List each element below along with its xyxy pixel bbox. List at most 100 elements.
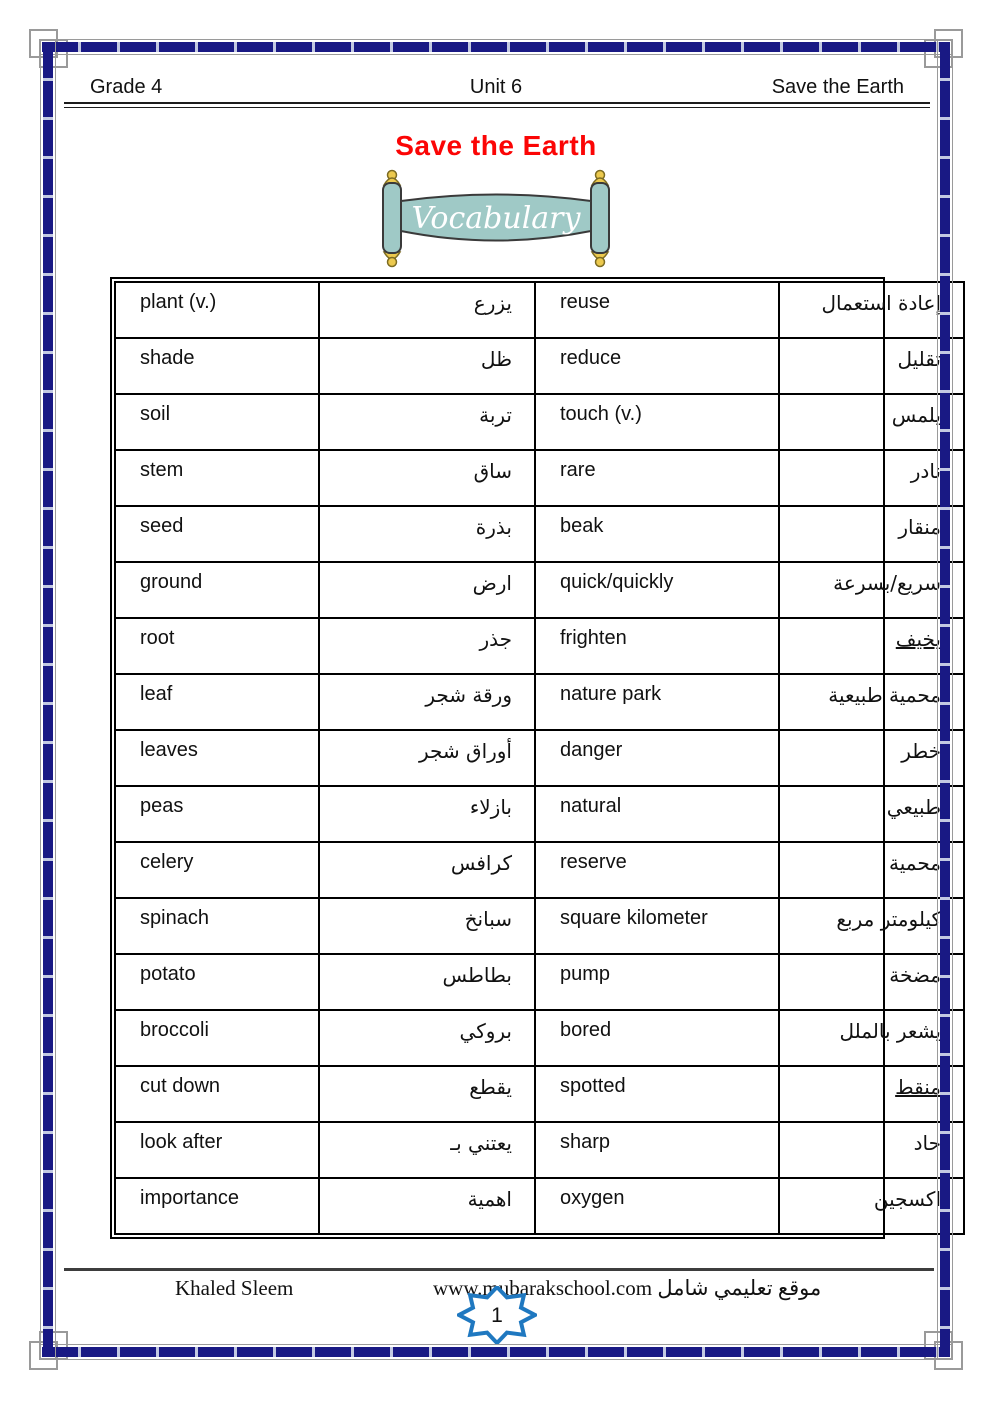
vocab-english-cell: celery (114, 841, 320, 899)
vocab-english-cell: broccoli (114, 1009, 320, 1067)
vocab-arabic-cell: منقط (778, 1065, 965, 1123)
vocab-arabic-cell: بذرة (318, 505, 536, 563)
vocab-row: plant (v.) يزرع reuse إعادة استعمال (114, 281, 965, 339)
vocab-english-cell: frighten (534, 617, 780, 675)
vocab-arabic-cell: طبيعي (778, 785, 965, 843)
page-number: 1 (491, 1304, 503, 1327)
header-unit: Unit 6 (469, 76, 523, 98)
vocab-english-cell: soil (114, 393, 320, 451)
vocab-arabic-cell: كيلومتر مربع (778, 897, 965, 955)
vocab-english-cell: peas (114, 785, 320, 843)
vocab-arabic-cell: أوراق شجر (318, 729, 536, 787)
vocab-row: leaves أوراق شجر danger خطر (114, 729, 965, 787)
vocab-table: plant (v.) يزرع reuse إعادة استعمال shade ظل r… (114, 281, 965, 1235)
footer-divider (64, 1268, 934, 1271)
vocab-arabic-cell: منقار (778, 505, 965, 563)
vocab-english-cell: seed (114, 505, 320, 563)
vocab-row: broccoli بروكي bored يشعر بالملل (114, 1009, 965, 1067)
vocab-arabic-cell: كرافس (318, 841, 536, 899)
vocab-arabic-cell: ورقة شجر (318, 673, 536, 731)
vocab-english-cell: leaf (114, 673, 320, 731)
vocab-row: ground ارض quick/quickly سريع/بسرعة (114, 561, 965, 619)
vocab-english-cell: pump (534, 953, 780, 1011)
frame-border-bottom (39, 1344, 953, 1360)
vocab-arabic-cell: يقطع (318, 1065, 536, 1123)
vocab-row: peas بازلاء natural طبيعي (114, 785, 965, 843)
vocab-arabic-cell: يزرع (318, 281, 536, 339)
vocab-arabic-cell: حاد (778, 1121, 965, 1179)
vocab-english-cell: spotted (534, 1065, 780, 1123)
header-grade: Grade 4 (90, 76, 163, 98)
vocab-arabic-cell: يعتني بـ (318, 1121, 536, 1179)
scroll-banner-icon: Vocabulary (382, 169, 610, 268)
vocab-english-cell: leaves (114, 729, 320, 787)
vocab-arabic-cell: يشعر بالملل (778, 1009, 965, 1067)
vocab-arabic-cell: إعادة استعمال (778, 281, 965, 339)
vocab-row: potato بطاطس pump مضخة (114, 953, 965, 1011)
vocab-arabic-cell: نادر (778, 449, 965, 507)
header-topic: Save the Earth (771, 76, 904, 98)
vocab-row: leaf ورقة شجر nature park محمية طبيعية (114, 673, 965, 731)
vocab-arabic-cell: سريع/بسرعة (778, 561, 965, 619)
vocab-english-cell: rare (534, 449, 780, 507)
vocab-english-cell: square kilometer (534, 897, 780, 955)
vocab-arabic-cell: بازلاء (318, 785, 536, 843)
vocab-english-cell: sharp (534, 1121, 780, 1179)
frame-border-left (40, 39, 56, 1360)
vocab-english-cell: ground (114, 561, 320, 619)
vocab-arabic-cell: ارض (318, 561, 536, 619)
vocab-row: seed بذرة beak منقار (114, 505, 965, 563)
vocab-arabic-cell: تقليل (778, 337, 965, 395)
vocab-arabic-cell: ساق (318, 449, 536, 507)
vocab-english-cell: touch (v.) (534, 393, 780, 451)
page-title: Save the Earth (395, 130, 597, 161)
vocab-row: soil تربة touch (v.) يلمس (114, 393, 965, 451)
frame-corner-ornament (39, 39, 68, 68)
vocab-row: spinach سبانخ square kilometer كيلومتر مربع (114, 897, 965, 955)
vocab-arabic-cell: اهمية (318, 1177, 536, 1235)
vocab-english-cell: reserve (534, 841, 780, 899)
page-number-badge: 1 (454, 1284, 540, 1349)
vocab-arabic-cell: سبانخ (318, 897, 536, 955)
vocab-row: cut down يقطع spotted منقط (114, 1065, 965, 1123)
vocab-row: look after يعتني بـ sharp حاد (114, 1121, 965, 1179)
vocab-arabic-cell: محمية (778, 841, 965, 899)
frame-border-right (937, 39, 953, 1360)
frame-corner-ornament (924, 1331, 953, 1360)
vocab-row: stem ساق rare نادر (114, 449, 965, 507)
vocab-english-cell: shade (114, 337, 320, 395)
vocab-english-cell: reuse (534, 281, 780, 339)
vocab-english-cell: plant (v.) (114, 281, 320, 339)
vocabulary-banner: Vocabulary (361, 168, 631, 275)
vocab-english-cell: root (114, 617, 320, 675)
vocab-arabic-cell: اكسجين (778, 1177, 965, 1235)
vocab-english-cell: natural (534, 785, 780, 843)
vocab-english-cell: stem (114, 449, 320, 507)
footer-author: Khaled Sleem (175, 1276, 294, 1300)
vocab-arabic-cell: تربة (318, 393, 536, 451)
vocab-arabic-cell: بطاطس (318, 953, 536, 1011)
vocab-arabic-cell: يلمس (778, 393, 965, 451)
vocab-arabic-cell: خطر (778, 729, 965, 787)
vocab-english-cell: bored (534, 1009, 780, 1067)
frame-corner-ornament (39, 1331, 68, 1360)
vocab-row: celery كرافس reserve محمية (114, 841, 965, 899)
vocab-arabic-cell: جذر (318, 617, 536, 675)
banner-label: Vocabulary (412, 201, 582, 236)
vocab-arabic-cell: ظل (318, 337, 536, 395)
vocab-english-cell: beak (534, 505, 780, 563)
vocab-english-cell: cut down (114, 1065, 320, 1123)
vocab-english-cell: nature park (534, 673, 780, 731)
vocab-arabic-cell: مضخة (778, 953, 965, 1011)
vocab-english-cell: oxygen (534, 1177, 780, 1235)
vocab-english-cell: importance (114, 1177, 320, 1235)
vocab-arabic-cell: يخيف (778, 617, 965, 675)
vocab-english-cell: reduce (534, 337, 780, 395)
star-icon: 1 (454, 1284, 540, 1346)
vocab-arabic-cell: بروكي (318, 1009, 536, 1067)
header-divider (64, 102, 930, 108)
vocab-english-cell: potato (114, 953, 320, 1011)
vocab-english-cell: spinach (114, 897, 320, 955)
vocab-arabic-cell: محمية طبيعية (778, 673, 965, 731)
vocab-english-cell: quick/quickly (534, 561, 780, 619)
